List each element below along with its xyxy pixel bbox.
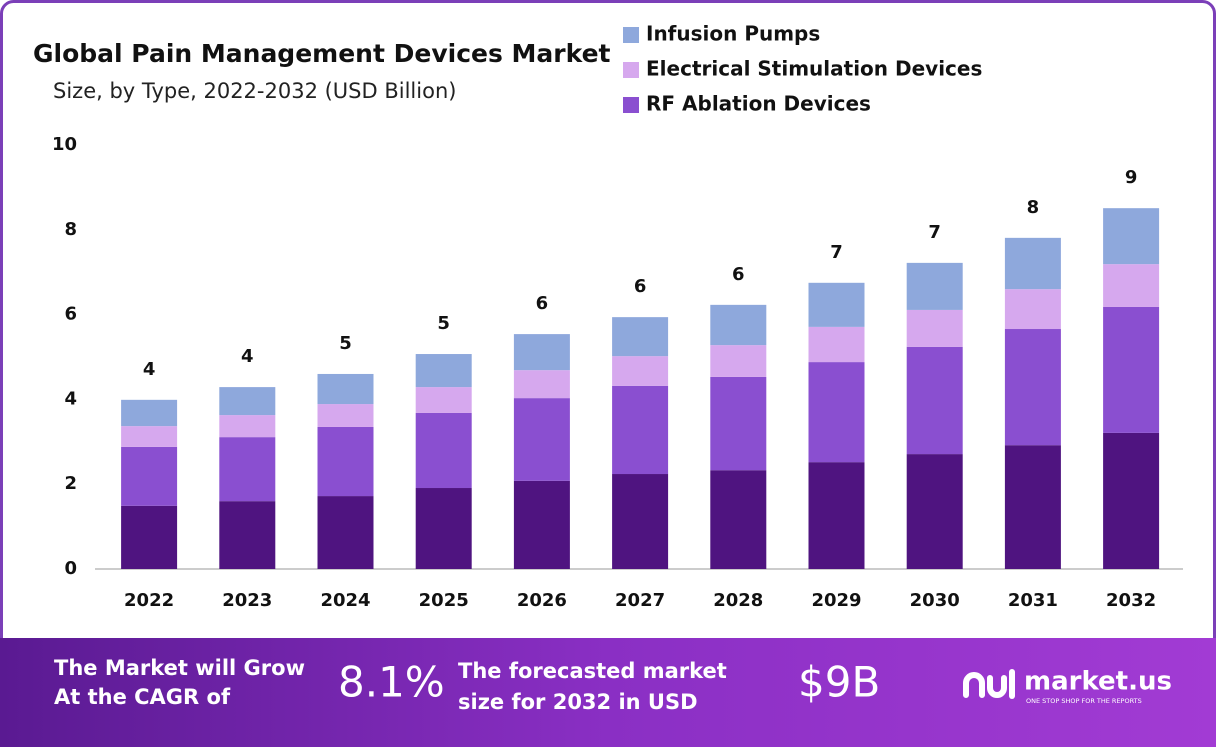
total-label: 5 bbox=[339, 333, 352, 354]
bar-segment bbox=[219, 437, 276, 502]
x-tick-label: 2023 bbox=[222, 590, 272, 611]
legend-label: Infusion Pumps bbox=[646, 22, 820, 46]
bar-segment bbox=[121, 446, 178, 506]
footer: The Market will Grow At the CAGR of 8.1%… bbox=[54, 656, 1172, 714]
bar-segment bbox=[612, 356, 669, 386]
bar-segment bbox=[1004, 237, 1061, 290]
forecast-text: size for 2032 in USD bbox=[458, 690, 698, 714]
bar-segment bbox=[1103, 432, 1160, 569]
total-label: 9 bbox=[1125, 167, 1138, 188]
bar-segment bbox=[612, 474, 669, 569]
bar-segment bbox=[808, 326, 865, 363]
x-tick-label: 2022 bbox=[124, 590, 174, 611]
cagr-text: The Market will Grow bbox=[54, 656, 305, 680]
brand: market.us bbox=[1024, 667, 1172, 697]
bar-segment bbox=[710, 470, 767, 569]
y-tick-label: 4 bbox=[64, 388, 77, 409]
legend-label: RF Ablation Devices bbox=[646, 92, 871, 116]
y-tick-label: 8 bbox=[64, 219, 77, 240]
bar-segment bbox=[1004, 289, 1061, 330]
bar-segment bbox=[121, 399, 178, 427]
bar-segment bbox=[906, 346, 963, 455]
total-label: 4 bbox=[143, 359, 156, 380]
bar-segment bbox=[906, 309, 963, 347]
bar-segment bbox=[121, 505, 178, 569]
bar-segment bbox=[1103, 306, 1160, 433]
bar-segment bbox=[513, 334, 570, 371]
bar-segment bbox=[808, 282, 865, 327]
legend-swatch bbox=[623, 62, 639, 78]
y-tick-label: 10 bbox=[52, 134, 77, 155]
bar-segment bbox=[513, 398, 570, 481]
bar-segment bbox=[1103, 208, 1160, 265]
bar-segment bbox=[710, 376, 767, 471]
bar-segment bbox=[513, 480, 570, 569]
cagr-value: 8.1% bbox=[338, 658, 445, 707]
bar-segment bbox=[906, 262, 963, 310]
bar-segment bbox=[317, 426, 374, 497]
bar-segment bbox=[415, 412, 472, 489]
cagr-text: At the CAGR of bbox=[54, 685, 231, 709]
bar-segment bbox=[121, 426, 178, 447]
bar-segment bbox=[612, 385, 669, 475]
x-tick-label: 2030 bbox=[910, 590, 960, 611]
tagline: ONE STOP SHOP FOR THE REPORTS bbox=[1026, 697, 1142, 705]
forecast-text: The forecasted market bbox=[458, 659, 727, 683]
x-tick-label: 2025 bbox=[419, 590, 469, 611]
bar-segment bbox=[710, 304, 767, 346]
total-label: 5 bbox=[437, 313, 450, 334]
x-tick-label: 2032 bbox=[1106, 590, 1156, 611]
y-tick-label: 0 bbox=[64, 558, 77, 579]
total-label: 6 bbox=[536, 293, 549, 314]
total-label: 8 bbox=[1027, 197, 1040, 218]
logo-mark bbox=[963, 672, 985, 698]
bar-segment bbox=[415, 488, 472, 569]
chart-title: Global Pain Management Devices Market bbox=[33, 39, 611, 68]
x-tick-label: 2028 bbox=[713, 590, 763, 611]
x-tick-label: 2027 bbox=[615, 590, 665, 611]
x-tick-label: 2026 bbox=[517, 590, 567, 611]
bar-segment bbox=[219, 387, 276, 416]
bar-segment bbox=[219, 501, 276, 569]
forecast-value: $9B bbox=[798, 658, 880, 707]
total-label: 7 bbox=[830, 242, 843, 263]
bar-segment bbox=[513, 370, 570, 399]
bar-segment bbox=[808, 462, 865, 569]
total-label: 4 bbox=[241, 346, 254, 367]
y-tick-label: 2 bbox=[64, 473, 77, 494]
bar-segment bbox=[612, 317, 669, 357]
x-tick-label: 2029 bbox=[811, 590, 861, 611]
logo bbox=[963, 669, 1015, 699]
bar-segment bbox=[317, 373, 374, 405]
legend-swatch bbox=[623, 27, 639, 43]
bar-segment bbox=[415, 354, 472, 388]
bar-segment bbox=[317, 496, 374, 569]
total-label: 6 bbox=[634, 276, 647, 297]
bar-segment bbox=[1103, 264, 1160, 307]
legend-swatch bbox=[623, 97, 639, 113]
x-tick-label: 2024 bbox=[320, 590, 370, 611]
y-tick-label: 6 bbox=[64, 304, 77, 325]
bar-segment bbox=[415, 387, 472, 413]
bar-segment bbox=[710, 345, 767, 377]
total-label: 6 bbox=[732, 264, 745, 285]
chart-subtitle: Size, by Type, 2022-2032 (USD Billion) bbox=[53, 79, 456, 103]
total-label: 7 bbox=[928, 222, 941, 243]
bar-segment bbox=[906, 454, 963, 569]
bar-segment bbox=[219, 415, 276, 438]
bar-segment bbox=[1004, 329, 1061, 446]
logo-mark bbox=[987, 675, 1007, 698]
bar-segment bbox=[317, 404, 374, 427]
x-tick-label: 2031 bbox=[1008, 590, 1058, 611]
legend-label: Electrical Stimulation Devices bbox=[646, 57, 982, 81]
bar-segment bbox=[808, 362, 865, 463]
bar-segment bbox=[1004, 445, 1061, 569]
